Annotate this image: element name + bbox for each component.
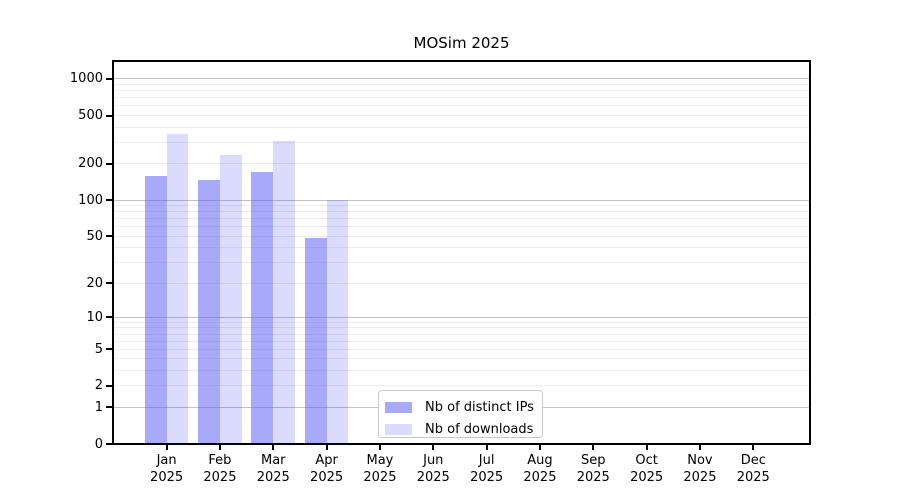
y-tick-label: 200 [78,156,103,172]
plot-spine-top [112,60,811,62]
x-tick-mark [698,444,701,450]
x-tick-label: Jan 2025 [150,453,184,485]
x-tick-label: Dec 2025 [736,453,770,485]
gridline-minor [113,105,810,107]
x-tick-label: Oct 2025 [630,453,664,485]
gridline-minor [113,282,810,284]
x-tick-mark [645,444,648,450]
bar-distinct-ips [251,172,274,444]
bar-downloads [326,200,349,444]
legend-item-downloads: Nb of downloads [385,418,534,440]
chart-title: MOSim 2025 [413,34,510,52]
y-tick-label: 50 [86,228,103,244]
gridline-minor [113,126,810,128]
y-tick-label: 10 [86,309,103,325]
gridline-minor [113,262,810,264]
gridline-minor [113,247,810,249]
gridline-minor [113,163,810,165]
gridline-minor [113,90,810,92]
x-tick-label: Feb 2025 [203,453,237,485]
gridline-minor [113,115,810,117]
y-tick-mark [106,406,113,409]
y-tick-label: 2 [94,378,103,394]
plot-spine-bottom [112,443,811,445]
gridline-minor [113,226,810,228]
y-tick-label: 20 [86,275,103,291]
x-tick-mark [592,444,595,450]
bar-downloads [273,140,296,444]
bar-downloads [219,154,242,444]
x-tick-mark [165,444,168,450]
y-tick-label: 500 [78,108,103,124]
gridline-minor [113,370,810,372]
x-tick-mark [378,444,381,450]
x-tick-mark [325,444,328,450]
x-tick-mark [485,444,488,450]
x-tick-mark [432,444,435,450]
gridline-minor [113,333,810,335]
y-tick-label: 5 [94,341,103,357]
gridline-minor [113,385,810,387]
x-tick-label: Nov 2025 [683,453,717,485]
legend-swatch-downloads [385,423,412,435]
y-tick-label: 0 [94,436,103,452]
bar-distinct-ips [144,175,167,444]
gridline-minor [113,84,810,86]
y-tick-mark [106,316,113,319]
gridline-minor [113,211,810,213]
x-tick-label: Apr 2025 [310,453,344,485]
x-tick-label: May 2025 [363,453,397,485]
gridline-minor [113,358,810,360]
gridline-minor [113,327,810,329]
gridline-major [113,199,810,201]
legend-label-distinct-ips: Nb of distinct IPs [425,399,534,415]
x-tick-label: Mar 2025 [256,453,290,485]
gridline-minor [113,340,810,342]
y-tick-mark [106,443,113,445]
legend-item-distinct-ips: Nb of distinct IPs [385,396,534,418]
y-tick-label: 1 [94,399,103,415]
bar-downloads [166,134,189,444]
bar-distinct-ips [198,179,220,444]
plot-area: Nb of distinct IPs Nb of downloads 0 1 2 5 1… [70,60,811,485]
y-tick-label: 100 [78,192,103,208]
x-tick-label: Aug 2025 [523,453,557,485]
legend-swatch-distinct-ips [385,401,412,413]
legend-label-downloads: Nb of downloads [425,421,534,437]
gridline-major [113,78,810,80]
y-tick-label: 1000 [69,71,103,87]
plot-spine-right [809,60,811,445]
legend: Nb of distinct IPs Nb of downloads [378,390,543,438]
x-tick-label: Jul 2025 [470,453,504,485]
plot-spine-left [112,60,114,445]
gridline-major [113,316,810,318]
y-tick-mark [106,348,113,351]
x-tick-mark [752,444,755,450]
x-tick-label: Sep 2025 [576,453,610,485]
y-tick-mark [106,235,113,238]
y-tick-mark [106,384,113,387]
gridline-minor [113,321,810,323]
gridline-minor [113,348,810,350]
y-tick-mark [106,162,113,165]
gridline-minor [113,218,810,220]
x-tick-mark [272,444,275,450]
gridline-minor [113,141,810,143]
x-tick-label: Jun 2025 [416,453,450,485]
y-tick-mark [106,77,113,80]
gridline-minor [113,235,810,237]
bar-distinct-ips [304,238,327,444]
y-tick-mark [106,282,113,285]
x-tick-mark [218,444,221,450]
y-tick-mark [106,114,113,117]
gridline-minor [113,205,810,207]
y-tick-mark [106,199,113,202]
gridline-minor [113,97,810,99]
x-tick-mark [538,444,541,450]
